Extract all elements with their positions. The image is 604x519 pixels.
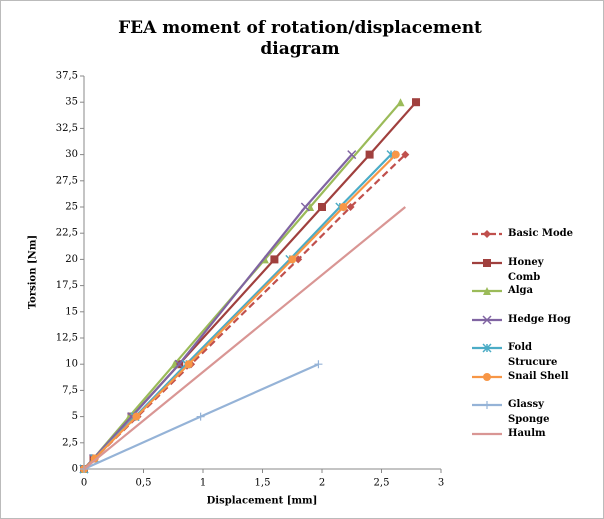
marker xyxy=(401,150,410,159)
legend-item: Glassy Sponge xyxy=(468,397,578,427)
x-tick-label: 0 xyxy=(81,478,87,489)
marker xyxy=(288,255,297,264)
x-tick-label: 2 xyxy=(319,478,325,489)
y-tick-label: 15 xyxy=(65,306,78,317)
legend-item: Alga xyxy=(468,283,578,298)
marker xyxy=(196,412,205,421)
y-axis-label: Torsion [Nm] xyxy=(28,235,39,309)
marker xyxy=(132,412,141,421)
marker xyxy=(184,360,193,369)
y-tick-label: 0 xyxy=(72,464,78,475)
x-tick-label: 3 xyxy=(438,478,444,489)
legend-swatch xyxy=(472,401,502,409)
legend-swatch xyxy=(472,230,502,238)
marker xyxy=(482,343,492,353)
x-tick-label: 0,5 xyxy=(136,478,152,489)
y-tick-label: 25 xyxy=(65,202,78,213)
legend-item: Haulm xyxy=(468,426,578,441)
legend-label: Snail Shell xyxy=(508,370,569,382)
marker xyxy=(347,150,357,160)
legend-item: Basic Mode xyxy=(468,226,578,241)
y-tick-label: 35 xyxy=(65,97,78,108)
legend-swatch xyxy=(472,343,502,353)
y-tick-label: 10 xyxy=(65,359,78,370)
marker xyxy=(174,359,184,369)
x-tick-label: 2,5 xyxy=(374,478,390,489)
marker xyxy=(270,255,279,264)
marker xyxy=(314,360,323,369)
marker xyxy=(294,255,303,264)
y-tick-label: 17,5 xyxy=(56,280,78,291)
marker xyxy=(396,98,405,107)
y-tick-label: 7,5 xyxy=(62,385,78,396)
legend-label: Honey Comb xyxy=(508,256,544,283)
legend-item: Snail Shell xyxy=(468,369,578,384)
chart-title: FEA moment of rotation/displacement diag… xyxy=(118,18,482,59)
legend-swatch xyxy=(472,432,502,435)
y-tick-label: 12,5 xyxy=(56,333,78,344)
marker xyxy=(482,314,492,325)
marker xyxy=(483,258,491,267)
legend-label: Basic Mode xyxy=(508,228,574,239)
marker xyxy=(346,203,355,211)
legend-swatch xyxy=(472,372,502,381)
legend-label: Fold Strucure xyxy=(508,342,558,368)
marker xyxy=(483,401,491,409)
legend-item: Fold Strucure xyxy=(468,340,578,370)
y-tick-label: 5 xyxy=(72,411,78,422)
y-tick-label: 32,5 xyxy=(56,123,78,134)
legend-item: Honey Comb xyxy=(468,255,578,285)
x-tick-label: 1,5 xyxy=(255,478,271,489)
legend-label: Haulm xyxy=(508,427,546,439)
series-line xyxy=(83,153,397,470)
marker xyxy=(318,203,326,211)
legend-label: Alga xyxy=(508,285,534,296)
legend-swatch xyxy=(472,287,502,295)
marker xyxy=(391,150,400,159)
series-line xyxy=(83,206,406,470)
marker xyxy=(483,372,491,381)
marker xyxy=(300,202,310,212)
x-axis-label: Displacement [mm] xyxy=(207,496,318,507)
y-tick-label: 22,5 xyxy=(56,228,78,239)
legend-swatch xyxy=(472,314,502,325)
y-tick-label: 20 xyxy=(65,254,78,265)
legend-label: Hedge Hog xyxy=(508,313,571,325)
marker xyxy=(483,230,491,238)
y-tick-label: 2,5 xyxy=(62,437,78,448)
y-tick-label: 37,5 xyxy=(56,71,78,82)
y-tick-label: 30 xyxy=(65,149,78,160)
y-tick-label: 27,5 xyxy=(56,175,78,186)
legend-label: Glassy Sponge xyxy=(508,399,550,425)
marker xyxy=(412,98,421,107)
legend-swatch xyxy=(472,258,502,267)
legend-item: Hedge Hog xyxy=(468,312,578,327)
marker xyxy=(365,150,374,159)
marker xyxy=(483,287,491,295)
x-tick-label: 1 xyxy=(200,478,206,489)
marker xyxy=(339,203,348,211)
